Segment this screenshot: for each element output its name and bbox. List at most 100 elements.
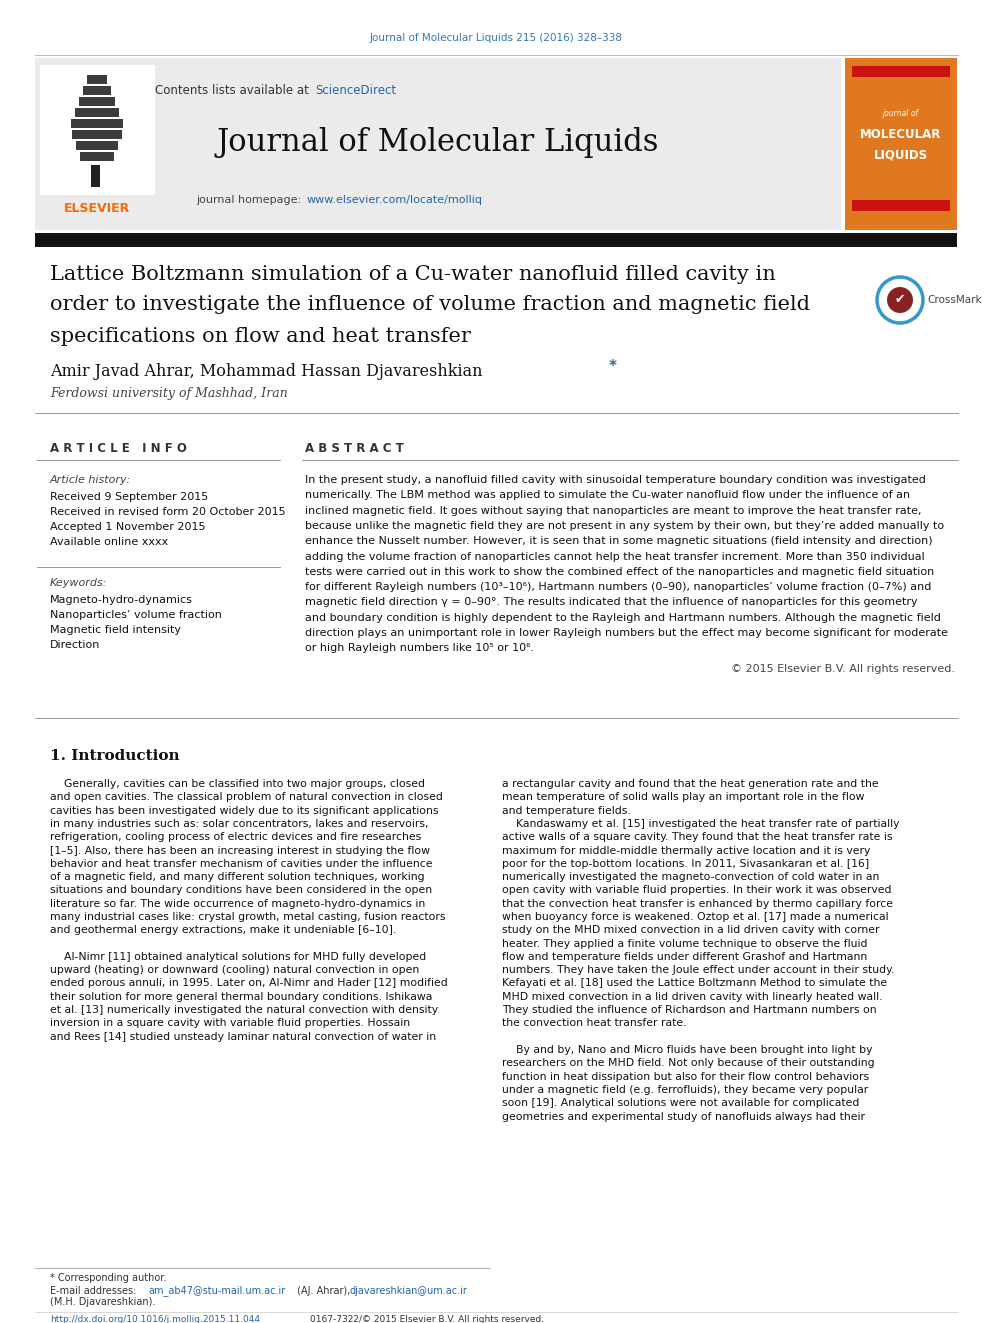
Text: am_ab47@stu-mail.um.ac.ir: am_ab47@stu-mail.um.ac.ir xyxy=(148,1286,286,1297)
Text: Magnetic field intensity: Magnetic field intensity xyxy=(50,624,181,635)
Text: heater. They applied a finite volume technique to observe the fluid: heater. They applied a finite volume tec… xyxy=(502,938,867,949)
Text: ✔: ✔ xyxy=(895,294,906,307)
Bar xyxy=(75,108,119,116)
Text: journal homepage:: journal homepage: xyxy=(196,194,305,205)
Bar xyxy=(845,58,957,230)
Text: geometries and experimental study of nanofluids always had their: geometries and experimental study of nan… xyxy=(502,1111,865,1122)
Text: in many industries such as: solar concentrators, lakes and reservoirs,: in many industries such as: solar concen… xyxy=(50,819,429,830)
Text: Nanoparticles’ volume fraction: Nanoparticles’ volume fraction xyxy=(50,610,222,620)
Text: refrigeration, cooling process of electric devices and fire researches: refrigeration, cooling process of electr… xyxy=(50,832,422,843)
Text: a rectangular cavity and found that the heat generation rate and the: a rectangular cavity and found that the … xyxy=(502,779,879,789)
Text: soon [19]. Analytical solutions were not available for complicated: soon [19]. Analytical solutions were not… xyxy=(502,1098,859,1109)
Text: 0167-7322/© 2015 Elsevier B.V. All rights reserved.: 0167-7322/© 2015 Elsevier B.V. All right… xyxy=(310,1315,545,1323)
Text: study on the MHD mixed convection in a lid driven cavity with corner: study on the MHD mixed convection in a l… xyxy=(502,925,880,935)
Bar xyxy=(852,66,950,77)
Text: under a magnetic field (e.g. ferrofluids), they became very popular: under a magnetic field (e.g. ferrofluids… xyxy=(502,1085,868,1095)
Bar xyxy=(72,130,122,139)
Text: situations and boundary conditions have been considered in the open: situations and boundary conditions have … xyxy=(50,885,433,896)
Text: and Rees [14] studied unsteady laminar natural convection of water in: and Rees [14] studied unsteady laminar n… xyxy=(50,1032,436,1041)
Text: literature so far. The wide occurrence of magneto-hydro-dynamics in: literature so far. The wide occurrence o… xyxy=(50,898,426,909)
Circle shape xyxy=(887,287,913,314)
Text: and geothermal energy extractions, make it undeniable [6–10].: and geothermal energy extractions, make … xyxy=(50,925,397,935)
Text: inclined magnetic field. It goes without saying that nanoparticles are meant to : inclined magnetic field. It goes without… xyxy=(305,505,922,516)
Bar xyxy=(76,142,118,149)
Text: Direction: Direction xyxy=(50,640,100,650)
Text: and boundary condition is highly dependent to the Rayleigh and Hartmann numbers.: and boundary condition is highly depende… xyxy=(305,613,940,623)
Text: flow and temperature fields under different Grashof and Hartmann: flow and temperature fields under differ… xyxy=(502,953,867,962)
Text: E-mail addresses:: E-mail addresses: xyxy=(50,1286,140,1297)
Text: adding the volume fraction of nanoparticles cannot help the heat transfer increm: adding the volume fraction of nanopartic… xyxy=(305,552,925,561)
Text: behavior and heat transfer mechanism of cavities under the influence: behavior and heat transfer mechanism of … xyxy=(50,859,433,869)
Text: mean temperature of solid walls play an important role in the flow: mean temperature of solid walls play an … xyxy=(502,792,864,802)
Text: poor for the top-bottom locations. In 2011, Sivasankaran et al. [16]: poor for the top-bottom locations. In 20… xyxy=(502,859,869,869)
Text: Available online xxxx: Available online xxxx xyxy=(50,537,169,546)
Text: MHD mixed convection in a lid driven cavity with linearly heated wall.: MHD mixed convection in a lid driven cav… xyxy=(502,992,883,1002)
Bar xyxy=(35,58,841,230)
Bar xyxy=(91,165,100,187)
Bar xyxy=(83,86,111,95)
Text: and open cavities. The classical problem of natural convection in closed: and open cavities. The classical problem… xyxy=(50,792,442,802)
Text: ScienceDirect: ScienceDirect xyxy=(315,85,396,98)
Text: and temperature fields.: and temperature fields. xyxy=(502,806,631,815)
Text: Contents lists available at: Contents lists available at xyxy=(156,85,313,98)
Text: (AJ. Ahrar),: (AJ. Ahrar), xyxy=(294,1286,353,1297)
Text: Accepted 1 November 2015: Accepted 1 November 2015 xyxy=(50,523,205,532)
Text: researchers on the MHD field. Not only because of their outstanding: researchers on the MHD field. Not only b… xyxy=(502,1058,875,1068)
Text: djavareshkian@um.ac.ir: djavareshkian@um.ac.ir xyxy=(350,1286,468,1297)
Text: cavities has been investigated widely due to its significant applications: cavities has been investigated widely du… xyxy=(50,806,438,815)
Text: ended porous annuli, in 1995. Later on, Al-Nimr and Hader [12] modified: ended porous annuli, in 1995. Later on, … xyxy=(50,979,447,988)
Text: inversion in a square cavity with variable fluid properties. Hossain: inversion in a square cavity with variab… xyxy=(50,1019,410,1028)
Bar xyxy=(80,152,114,161)
Bar xyxy=(79,97,115,106)
Text: They studied the influence of Richardson and Hartmann numbers on: They studied the influence of Richardson… xyxy=(502,1005,877,1015)
Text: [1–5]. Also, there has been an increasing interest in studying the flow: [1–5]. Also, there has been an increasin… xyxy=(50,845,430,856)
Text: * Corresponding author.: * Corresponding author. xyxy=(50,1273,167,1283)
Text: numbers. They have taken the Joule effect under account in their study.: numbers. They have taken the Joule effec… xyxy=(502,966,895,975)
Text: *: * xyxy=(609,360,617,374)
Text: Magneto-hydro-dynamics: Magneto-hydro-dynamics xyxy=(50,595,192,605)
Text: Received in revised form 20 October 2015: Received in revised form 20 October 2015 xyxy=(50,507,286,517)
Text: numerically. The LBM method was applied to simulate the Cu-water nanofluid flow : numerically. The LBM method was applied … xyxy=(305,491,910,500)
Text: upward (heating) or downward (cooling) natural convection in open: upward (heating) or downward (cooling) n… xyxy=(50,966,420,975)
Text: maximum for middle-middle thermally active location and it is very: maximum for middle-middle thermally acti… xyxy=(502,845,870,856)
Text: order to investigate the influence of volume fraction and magnetic field: order to investigate the influence of vo… xyxy=(50,295,810,315)
Text: Ferdowsi university of Mashhad, Iran: Ferdowsi university of Mashhad, Iran xyxy=(50,388,288,401)
Bar xyxy=(71,119,123,128)
Text: © 2015 Elsevier B.V. All rights reserved.: © 2015 Elsevier B.V. All rights reserved… xyxy=(731,664,955,673)
Text: or high Rayleigh numbers like 10⁵ or 10⁶.: or high Rayleigh numbers like 10⁵ or 10⁶… xyxy=(305,643,534,654)
Bar xyxy=(852,200,950,210)
Text: that the convection heat transfer is enhanced by thermo capillary force: that the convection heat transfer is enh… xyxy=(502,898,893,909)
Text: Keywords:: Keywords: xyxy=(50,578,107,587)
Text: of a magnetic field, and many different solution techniques, working: of a magnetic field, and many different … xyxy=(50,872,425,882)
Text: MOLECULAR: MOLECULAR xyxy=(860,128,941,142)
Text: direction plays an unimportant role in lower Rayleigh numbers but the effect may: direction plays an unimportant role in l… xyxy=(305,628,948,638)
Text: many industrial cases like: crystal growth, metal casting, fusion reactors: many industrial cases like: crystal grow… xyxy=(50,912,445,922)
Text: Lattice Boltzmann simulation of a Cu-water nanofluid filled cavity in: Lattice Boltzmann simulation of a Cu-wat… xyxy=(50,265,776,283)
Text: tests were carried out in this work to show the combined effect of the nanoparti: tests were carried out in this work to s… xyxy=(305,566,934,577)
Text: Generally, cavities can be classified into two major groups, closed: Generally, cavities can be classified in… xyxy=(50,779,425,789)
Text: Al-Nimr [11] obtained analytical solutions for MHD fully developed: Al-Nimr [11] obtained analytical solutio… xyxy=(50,953,427,962)
Text: 1. Introduction: 1. Introduction xyxy=(50,749,180,763)
Text: LIQUIDS: LIQUIDS xyxy=(874,148,929,161)
Text: CrossMark: CrossMark xyxy=(927,295,982,306)
Text: for different Rayleigh numbers (10³–10⁶), Hartmann numbers (0–90), nanoparticles: for different Rayleigh numbers (10³–10⁶)… xyxy=(305,582,931,593)
Text: specifications on flow and heat transfer: specifications on flow and heat transfer xyxy=(50,327,471,345)
Text: function in heat dissipation but also for their flow control behaviors: function in heat dissipation but also fo… xyxy=(502,1072,869,1082)
Text: Journal of Molecular Liquids 215 (2016) 328–338: Journal of Molecular Liquids 215 (2016) … xyxy=(369,33,623,44)
Text: Received 9 September 2015: Received 9 September 2015 xyxy=(50,492,208,501)
Text: ELSEVIER: ELSEVIER xyxy=(63,201,130,214)
Text: open cavity with variable fluid properties. In their work it was observed: open cavity with variable fluid properti… xyxy=(502,885,892,896)
Text: Kefayati et al. [18] used the Lattice Boltzmann Method to simulate the: Kefayati et al. [18] used the Lattice Bo… xyxy=(502,979,887,988)
Text: their solution for more general thermal boundary conditions. Ishikawa: their solution for more general thermal … xyxy=(50,992,433,1002)
Text: In the present study, a nanofluid filled cavity with sinusoidal temperature boun: In the present study, a nanofluid filled… xyxy=(305,475,926,486)
Text: A B S T R A C T: A B S T R A C T xyxy=(305,442,404,455)
Text: Kandaswamy et al. [15] investigated the heat transfer rate of partially: Kandaswamy et al. [15] investigated the … xyxy=(502,819,900,830)
Bar xyxy=(40,65,155,194)
Text: enhance the Nusselt number. However, it is seen that in some magnetic situations: enhance the Nusselt number. However, it … xyxy=(305,536,932,546)
Text: A R T I C L E   I N F O: A R T I C L E I N F O xyxy=(50,442,186,455)
Text: the convection heat transfer rate.: the convection heat transfer rate. xyxy=(502,1019,686,1028)
Text: journal of: journal of xyxy=(883,108,919,118)
Text: because unlike the magnetic field they are not present in any system by their ow: because unlike the magnetic field they a… xyxy=(305,521,944,531)
Text: Journal of Molecular Liquids: Journal of Molecular Liquids xyxy=(216,127,660,159)
Text: Amir Javad Ahrar, Mohammad Hassan Djavareshkian: Amir Javad Ahrar, Mohammad Hassan Djavar… xyxy=(50,363,482,380)
